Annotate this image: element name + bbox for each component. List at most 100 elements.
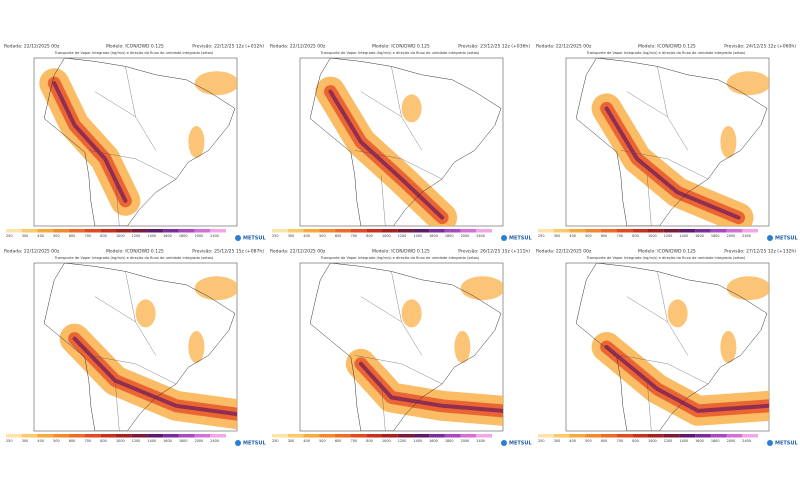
- colorbar-swatch: [6, 434, 22, 438]
- colorbar-swatch: [569, 229, 586, 233]
- run-label: Rodada: 22/12/2025 00z: [536, 44, 592, 50]
- map-panel: Rodada: 22/12/2025 00z Modelo: ICON/DWD 0…: [4, 44, 266, 242]
- colorbar-swatch: [287, 434, 304, 438]
- colorbar-swatch: [429, 434, 445, 438]
- colorbar-swatch: [350, 434, 367, 438]
- colorbar-swatch: [131, 434, 148, 438]
- colorbar-swatch: [538, 434, 554, 438]
- colorbar-swatch: [382, 229, 398, 233]
- ivt-blob: [726, 71, 769, 96]
- colorbar-swatch: [303, 229, 320, 233]
- colorbar-label: 2400: [476, 234, 485, 238]
- colorbar-label: 1800: [445, 234, 454, 238]
- colorbar-swatch: [53, 229, 69, 233]
- colorbar-label: 700: [85, 439, 91, 443]
- colorbar-label: 2400: [210, 234, 219, 238]
- map-content: [575, 263, 769, 431]
- colorbar-label: 1600: [695, 439, 704, 443]
- coastline: [43, 58, 236, 226]
- model-label: Modelo: ICON/DWD 0.125: [372, 249, 430, 255]
- colorbar-label: 800: [100, 439, 106, 443]
- border: [391, 66, 402, 117]
- colorbar-swatch: [100, 229, 116, 233]
- colorbar-swatch: [68, 434, 85, 438]
- border: [657, 66, 668, 117]
- model-label: Modelo: ICON/DWD 0.125: [372, 44, 430, 50]
- map-title: Transporte de Vapor Integrado (kg/m/s) e…: [54, 51, 214, 55]
- colorbar-label: 1200: [398, 439, 407, 443]
- colorbar-label: 1400: [679, 439, 688, 443]
- colorbar-swatch: [585, 229, 601, 233]
- colorbar-label: 2000: [461, 439, 470, 443]
- colorbar-swatch: [695, 229, 711, 233]
- map-content: [309, 263, 503, 431]
- colorbar-swatch: [210, 434, 226, 438]
- logo-text: METSUL: [775, 441, 798, 447]
- ivt-core: [72, 336, 237, 417]
- colorbar-swatch: [147, 229, 164, 233]
- colorbar-label: 1200: [132, 439, 141, 443]
- colorbar-swatch: [334, 434, 351, 438]
- colorbar-label: 800: [366, 234, 372, 238]
- colorbar-label: 2000: [461, 234, 470, 238]
- colorbar-label: 700: [351, 439, 357, 443]
- colorbar-label: 700: [617, 234, 623, 238]
- colorbar-label: 1600: [163, 234, 172, 238]
- forecast-label: Previsão: 27/12/25 12z (+132h): [724, 249, 796, 255]
- ivt-blob: [188, 126, 205, 158]
- colorbar-swatch: [538, 229, 554, 233]
- colorbar-swatch: [413, 434, 430, 438]
- colorbar-swatch: [6, 229, 22, 233]
- colorbar-label: 1800: [179, 439, 188, 443]
- colorbar-swatch: [460, 229, 477, 233]
- colorbar-swatch: [397, 229, 414, 233]
- logo-text: METSUL: [243, 236, 266, 242]
- colorbar-swatch: [695, 434, 711, 438]
- colorbar-label: 1200: [664, 439, 673, 443]
- colorbar-label: 500: [319, 234, 325, 238]
- colorbar-label: 2000: [727, 439, 736, 443]
- colorbar-label: 1200: [664, 234, 673, 238]
- colorbar-swatch: [100, 434, 116, 438]
- colorbar-swatch: [37, 229, 54, 233]
- colorbar-swatch: [726, 229, 743, 233]
- map-title: Transporte de Vapor Integrado (kg/m/s) e…: [54, 256, 214, 260]
- model-label: Modelo: ICON/DWD 0.125: [638, 249, 696, 255]
- logo-icon: [235, 235, 241, 241]
- ivt-blob: [194, 71, 237, 96]
- colorbar-swatch: [116, 434, 132, 438]
- colorbar-swatch: [616, 229, 633, 233]
- colorbar-swatch: [679, 229, 696, 233]
- colorbar-swatch: [131, 229, 148, 233]
- border: [620, 355, 709, 385]
- colorbar-swatch: [476, 434, 492, 438]
- run-label: Rodada: 22/12/2025 00z: [536, 249, 592, 255]
- colorbar-label: 300: [22, 439, 28, 443]
- colorbar-label: 1600: [695, 234, 704, 238]
- colorbar-swatch: [194, 434, 211, 438]
- coastline: [309, 58, 502, 226]
- model-label: Modelo: ICON/DWD 0.125: [638, 44, 696, 50]
- colorbar-swatch: [84, 434, 101, 438]
- colorbar-label: 600: [601, 439, 607, 443]
- colorbar-label: 1200: [398, 234, 407, 238]
- colorbar-swatch: [210, 229, 226, 233]
- ivt-core: [328, 89, 445, 220]
- coastline: [575, 58, 768, 226]
- colorbar-label: 300: [22, 234, 28, 238]
- forecast-label: Previsão: 23/12/25 12z (+036h): [458, 44, 530, 50]
- colorbar-label: 600: [69, 439, 75, 443]
- ivt-blob: [401, 299, 422, 328]
- colorbar-label: 800: [632, 234, 638, 238]
- colorbar-label: 1000: [382, 234, 391, 238]
- colorbar-swatch: [397, 434, 414, 438]
- map-title: Transporte de Vapor Integrado (kg/m/s) e…: [586, 256, 746, 260]
- colorbar-swatch: [194, 229, 211, 233]
- colorbar-label: 400: [37, 439, 43, 443]
- ivt-blob: [135, 299, 156, 328]
- colorbar-label: 2400: [210, 439, 219, 443]
- colorbar-label: 400: [569, 439, 575, 443]
- colorbar-label: 250: [6, 234, 12, 238]
- colorbar-label: 250: [538, 439, 544, 443]
